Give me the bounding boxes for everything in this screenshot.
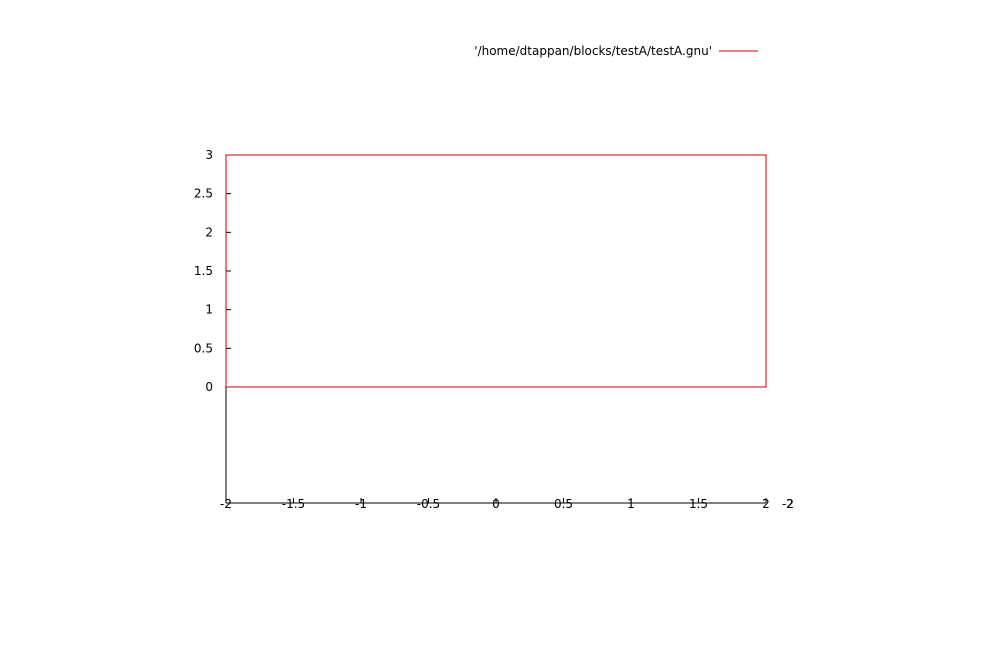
y-tick-label: 2 [205,225,213,239]
y-tick-label: 0 [205,380,213,394]
x-tick-label: -2 [220,497,232,511]
series-layer [225,154,767,388]
y-tick-label: 1.5 [194,264,213,278]
x-tick-label: -1 [355,497,367,511]
x-tick-label: 1.5 [689,497,708,511]
legend-label: '/home/dtappan/blocks/testA/testA.gnu' [474,44,712,58]
series-line [225,154,767,388]
axes [225,154,767,504]
secondary-x-tick-label: -2 [782,497,794,511]
secondary-x-tick-label: 2 [786,497,794,511]
x-tick-label: 2 [762,497,770,511]
x-tick-label: 0 [492,497,500,511]
y-tick-label: 2.5 [194,187,213,201]
x-tick-label: -0.5 [417,497,440,511]
y-tick-label: 0.5 [194,341,213,355]
x-tick-label: 1 [627,497,635,511]
secondary-x-tick-labels: -22 [782,497,794,511]
x-tick-label: -1.5 [282,497,305,511]
y-tick-label: 3 [205,148,213,162]
y-tick-labels: 0 0.5 1 1.5 2 2.5 3 [194,148,213,394]
legend: '/home/dtappan/blocks/testA/testA.gnu' [474,44,758,58]
x-tick-label: 0.5 [554,497,573,511]
y-tick-label: 1 [205,303,213,317]
x-tick-labels: -2 -1.5 -1 -0.5 0 0.5 1 1.5 2 [220,497,770,511]
